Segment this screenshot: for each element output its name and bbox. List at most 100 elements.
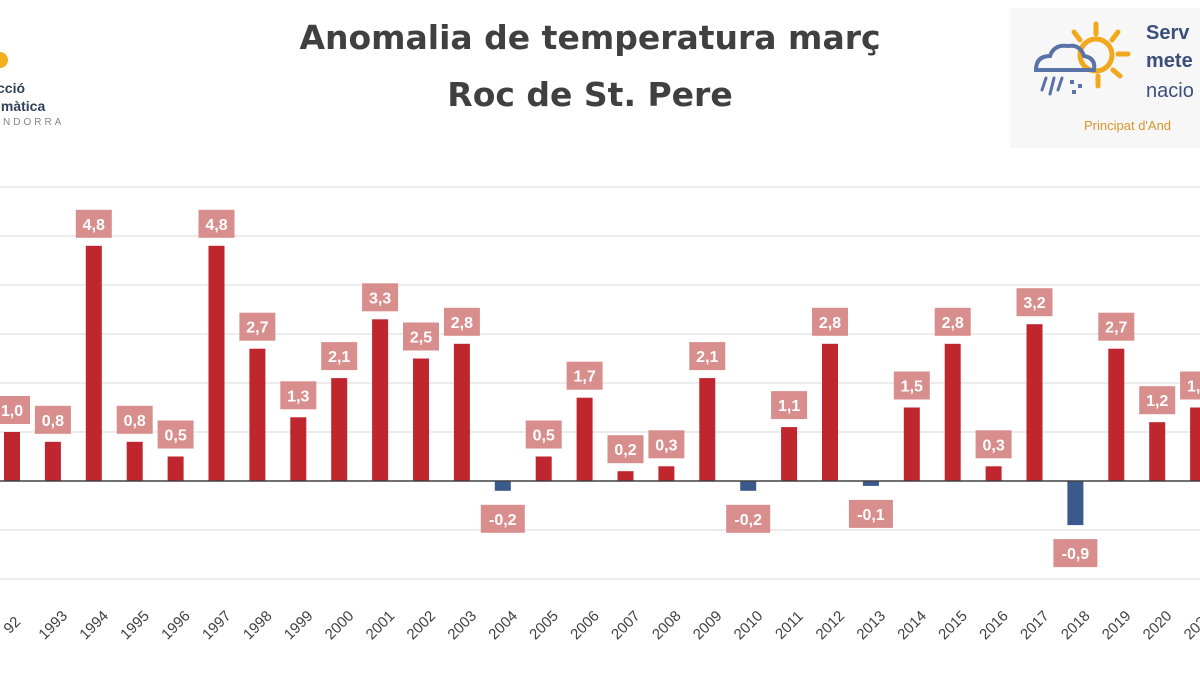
data-label-box — [975, 430, 1012, 459]
data-label-box — [362, 283, 399, 312]
bar — [126, 441, 143, 481]
data-label-box — [1180, 371, 1200, 400]
bar — [944, 343, 961, 481]
tick-label: 2020 — [1140, 608, 1176, 644]
logo-left-line-2: imàtica — [0, 98, 46, 114]
bar — [617, 471, 634, 481]
data-label-text: 1,0 — [1, 403, 23, 420]
data-label: 3,3 — [362, 283, 399, 312]
bar — [1149, 422, 1166, 481]
bar — [862, 481, 879, 486]
data-label-text: 2,7 — [246, 320, 268, 337]
data-label-text: 4,8 — [205, 217, 227, 234]
data-label: 1,5 — [893, 371, 930, 400]
data-label-text: 1,1 — [778, 398, 800, 415]
tick-label: 2021 — [1181, 608, 1200, 644]
bar — [44, 441, 61, 481]
tick-label: 1998 — [240, 608, 276, 644]
data-label: 0,2 — [607, 435, 644, 464]
data-label: -0,2 — [480, 504, 525, 533]
data-label-text: 0,8 — [124, 413, 146, 430]
bar — [249, 348, 266, 481]
data-label: 2,7 — [1098, 312, 1135, 341]
tick-label: 2014 — [894, 608, 930, 644]
bar — [1190, 407, 1200, 481]
data-label-text: 1,7 — [573, 369, 595, 386]
bar — [1067, 481, 1084, 526]
data-label-text: 1,5 — [901, 379, 923, 396]
chart-subtitle: Roc de St. Pere — [447, 75, 733, 114]
tick-label: 2006 — [567, 608, 603, 644]
data-label-text: 0,5 — [533, 428, 555, 445]
climate-action-logo: cció imàtica NDORRA — [0, 38, 80, 133]
data-label-box — [116, 405, 153, 434]
data-label-box — [157, 420, 194, 449]
tick-label: 2013 — [853, 608, 889, 644]
data-label-text: -0,2 — [489, 512, 517, 529]
tick-label: 2015 — [935, 608, 971, 644]
data-label: 1,3 — [280, 381, 317, 410]
data-label-text: -0,9 — [1062, 546, 1090, 563]
tick-label: 2005 — [526, 608, 562, 644]
data-label-text: 0,3 — [982, 437, 1004, 454]
data-label-text: -0,2 — [734, 512, 762, 529]
bar — [372, 319, 389, 481]
data-label: 3,2 — [1016, 288, 1053, 317]
logo-right-line-2: mete — [1146, 50, 1193, 72]
data-label-text: 3,3 — [369, 290, 391, 307]
data-label-text: 1,3 — [287, 388, 309, 405]
data-label-box — [726, 504, 771, 533]
data-label-text: 1,5 — [1187, 379, 1200, 396]
tick-label: 1995 — [117, 608, 153, 644]
data-label-text: 0,5 — [164, 428, 186, 445]
data-labels: 1,0 0,8 4,8 0,8 0,5 4,8 2,7 1,3 2,1 3,3 2,5 2,8 -0,2… — [0, 209, 1200, 568]
bar — [658, 466, 675, 481]
data-label-text: 0,2 — [614, 442, 636, 459]
data-label-box — [607, 435, 644, 464]
data-label-text: 2,1 — [696, 349, 718, 366]
data-label: 0,3 — [975, 430, 1012, 459]
data-label-box — [1139, 386, 1176, 415]
tick-label: 1994 — [76, 608, 112, 644]
data-label-text: 2,8 — [819, 315, 841, 332]
data-label-text: 2,8 — [942, 315, 964, 332]
tick-label: 2009 — [690, 608, 726, 644]
tick-label: 2018 — [1058, 608, 1094, 644]
data-label: 2,1 — [321, 342, 358, 371]
data-label: 2,8 — [934, 307, 971, 336]
bar — [740, 481, 757, 491]
bar — [781, 427, 798, 481]
tick-label: 2001 — [363, 608, 399, 644]
data-label-text: 0,3 — [655, 437, 677, 454]
bars — [4, 245, 1200, 526]
tick-label: 2000 — [322, 608, 358, 644]
data-label: 0,8 — [34, 405, 71, 434]
data-label: 0,5 — [525, 420, 562, 449]
data-label: 0,8 — [116, 405, 153, 434]
data-label-box — [893, 371, 930, 400]
tick-label: 92 — [0, 613, 24, 637]
bar — [4, 432, 20, 481]
tick-label: 2003 — [444, 608, 480, 644]
data-label: 1,1 — [771, 391, 808, 420]
data-label: 4,8 — [198, 209, 235, 238]
bar — [1026, 324, 1043, 481]
data-label-box — [566, 361, 603, 390]
data-label-box — [689, 342, 726, 371]
data-label: 0,5 — [157, 420, 194, 449]
data-label: 1,5 — [1180, 371, 1200, 400]
data-label: 1,2 — [1139, 386, 1176, 415]
tick-label: 2008 — [649, 608, 685, 644]
data-label-box — [812, 307, 848, 336]
data-label: -0,9 — [1053, 539, 1098, 568]
chart-title: Anomalia de temperatura març — [299, 18, 881, 57]
tick-label: 2010 — [731, 608, 767, 644]
data-label-box — [443, 307, 480, 336]
tick-label: 1997 — [199, 608, 235, 644]
data-label: 1,7 — [566, 361, 603, 390]
bar — [1108, 348, 1125, 481]
data-label-text: 2,1 — [328, 349, 350, 366]
x-axis-ticks: 92 1993 1994 1995 1996 1997 1998 1999 2000 2001 20… — [0, 608, 1200, 644]
bar — [85, 245, 102, 481]
tick-label: 2019 — [1099, 608, 1135, 644]
